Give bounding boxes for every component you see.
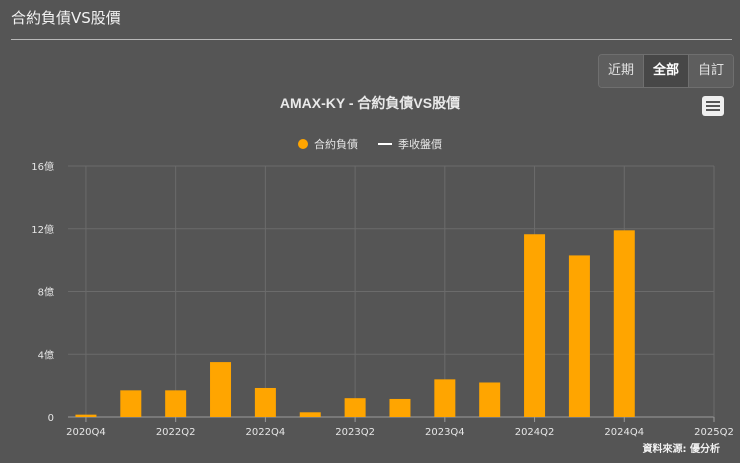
page-title: 合約負債VS股價 xyxy=(11,9,121,27)
x-tick-label: 2023Q4 xyxy=(425,427,465,438)
data-source-label: 資料來源: 優分析 xyxy=(642,444,720,455)
hamburger-menu-icon[interactable] xyxy=(702,96,724,116)
bar xyxy=(568,255,590,417)
bar xyxy=(524,234,546,417)
x-tick-label: 2023Q2 xyxy=(335,427,375,438)
bar xyxy=(299,412,321,417)
y-tick-label: 8億 xyxy=(38,286,54,299)
bar xyxy=(254,387,276,417)
legend-line-icon xyxy=(378,143,392,145)
legend-label: 合約負債 xyxy=(314,138,358,151)
legend-item-contract-liabilities[interactable]: 合約負債 xyxy=(298,136,358,152)
bar xyxy=(120,390,142,417)
bar xyxy=(210,362,232,417)
range-all-button[interactable]: 全部 xyxy=(643,55,689,87)
bar xyxy=(75,414,97,417)
bar xyxy=(389,398,411,417)
x-tick-label: 2024Q4 xyxy=(604,427,644,438)
range-recent-button[interactable]: 近期 xyxy=(599,55,644,87)
legend-item-quarter-close-price[interactable]: 季收盤價 xyxy=(378,136,442,152)
x-tick-label: 2024Q2 xyxy=(515,427,555,438)
bar xyxy=(479,382,501,417)
chart-title: AMAX-KY - 合約負債VS股價 xyxy=(279,95,461,111)
legend-label: 季收盤價 xyxy=(398,138,442,151)
bar xyxy=(434,379,456,417)
title-divider xyxy=(11,39,732,40)
x-tick-label: 2022Q4 xyxy=(246,427,286,438)
legend-circle-icon xyxy=(298,139,308,149)
chart-legend: 合約負債 季收盤價 xyxy=(0,136,740,152)
x-tick-label: 2020Q4 xyxy=(66,427,106,438)
bar xyxy=(165,390,187,417)
x-tick-label: 2025Q2 xyxy=(694,427,734,438)
y-tick-label: 12億 xyxy=(31,223,54,236)
range-custom-button[interactable]: 自訂 xyxy=(688,55,734,87)
bar xyxy=(613,230,635,417)
bar xyxy=(344,398,366,417)
y-tick-label: 0 xyxy=(48,413,54,424)
y-tick-label: 4億 xyxy=(38,348,54,361)
x-tick-label: 2022Q2 xyxy=(156,427,196,438)
y-tick-label: 16億 xyxy=(31,160,54,173)
range-selector: 近期 全部 自訂 xyxy=(598,54,735,88)
